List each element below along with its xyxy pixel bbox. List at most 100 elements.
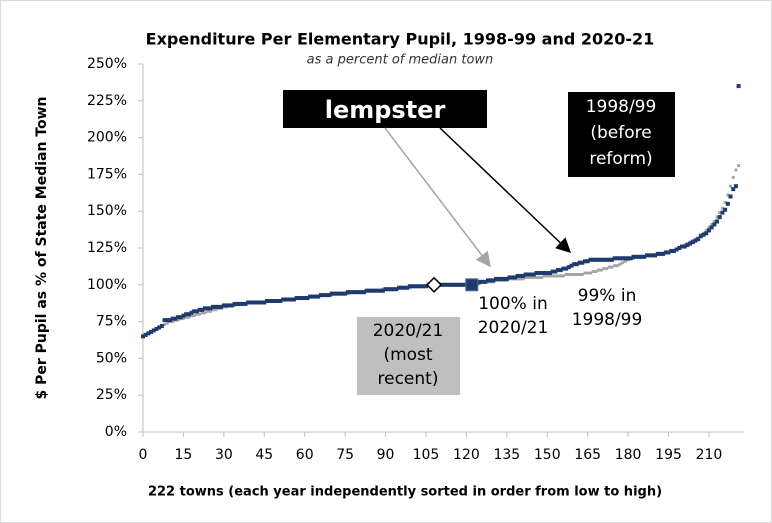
point <box>243 301 248 306</box>
x-tick-label: 120 <box>453 447 480 463</box>
point <box>143 332 148 337</box>
point <box>488 278 493 283</box>
point <box>302 296 307 301</box>
point <box>580 260 585 265</box>
point <box>275 298 280 303</box>
point <box>567 272 571 276</box>
point <box>240 301 245 306</box>
point <box>593 257 598 262</box>
point <box>310 294 315 299</box>
point <box>348 290 353 295</box>
y-axis-title: $ Per Pupil as % of State Median Town <box>34 96 50 399</box>
point <box>731 187 736 192</box>
point <box>698 234 703 239</box>
point <box>718 211 722 215</box>
point <box>496 276 501 281</box>
point <box>415 284 420 289</box>
point <box>566 265 571 270</box>
point <box>547 271 552 276</box>
point <box>421 284 426 289</box>
point <box>709 225 714 230</box>
point <box>526 272 531 277</box>
point <box>534 271 539 276</box>
point <box>507 275 512 280</box>
point <box>491 278 496 283</box>
x-tick-label: 15 <box>175 447 193 463</box>
point <box>618 262 622 266</box>
point <box>278 298 283 303</box>
point <box>345 290 350 295</box>
point <box>551 274 555 278</box>
point <box>194 309 199 314</box>
x-tick-label: 45 <box>255 447 273 463</box>
point <box>523 272 528 277</box>
point <box>529 275 533 279</box>
point <box>512 275 517 280</box>
point <box>202 306 207 311</box>
x-tick-label: 0 <box>139 447 148 463</box>
point <box>561 274 565 278</box>
point <box>561 266 566 271</box>
point <box>176 318 180 322</box>
point <box>294 296 299 301</box>
point <box>399 285 404 290</box>
point <box>386 287 391 292</box>
point <box>388 287 393 292</box>
point <box>251 300 256 305</box>
y-tick-label: 25% <box>96 387 127 403</box>
point <box>639 254 644 259</box>
point <box>162 318 167 323</box>
point <box>591 257 596 262</box>
point <box>712 222 717 227</box>
point <box>690 240 695 245</box>
annotation: 1998/99 <box>572 310 643 330</box>
point <box>570 272 574 276</box>
arrow <box>384 127 491 268</box>
x-tick-label: 210 <box>696 447 723 463</box>
annotation: recent) <box>378 369 439 389</box>
point <box>688 241 693 246</box>
point <box>163 323 167 327</box>
point <box>383 287 388 292</box>
point <box>558 268 563 273</box>
point <box>564 266 569 271</box>
point <box>710 222 714 226</box>
highlight-marker <box>426 276 443 293</box>
point <box>229 303 234 308</box>
point <box>494 276 499 281</box>
point <box>653 253 658 258</box>
point <box>397 285 402 290</box>
point <box>631 254 636 259</box>
point <box>181 313 186 318</box>
point <box>609 257 614 262</box>
point <box>459 282 464 287</box>
point <box>361 290 366 295</box>
point <box>203 311 207 315</box>
point <box>529 272 534 277</box>
point <box>353 290 358 295</box>
point <box>602 267 606 271</box>
chart-subtitle: as a percent of median town <box>307 53 494 68</box>
annotation: lempster <box>325 96 446 124</box>
point <box>187 315 191 319</box>
point <box>273 298 278 303</box>
point <box>615 256 620 261</box>
point <box>733 184 738 189</box>
point <box>456 282 461 287</box>
x-tick-label: 105 <box>413 447 440 463</box>
point <box>588 257 593 262</box>
point <box>704 231 709 236</box>
point <box>599 257 604 262</box>
point <box>157 325 162 330</box>
point <box>259 300 264 305</box>
point <box>723 207 728 212</box>
point <box>313 294 318 299</box>
point <box>596 268 600 272</box>
y-tick-label: 150% <box>87 203 127 219</box>
annotation: 99% in <box>578 286 637 306</box>
point <box>380 288 385 293</box>
point <box>610 265 614 269</box>
point <box>666 250 671 255</box>
point <box>540 275 544 279</box>
point <box>704 228 708 232</box>
